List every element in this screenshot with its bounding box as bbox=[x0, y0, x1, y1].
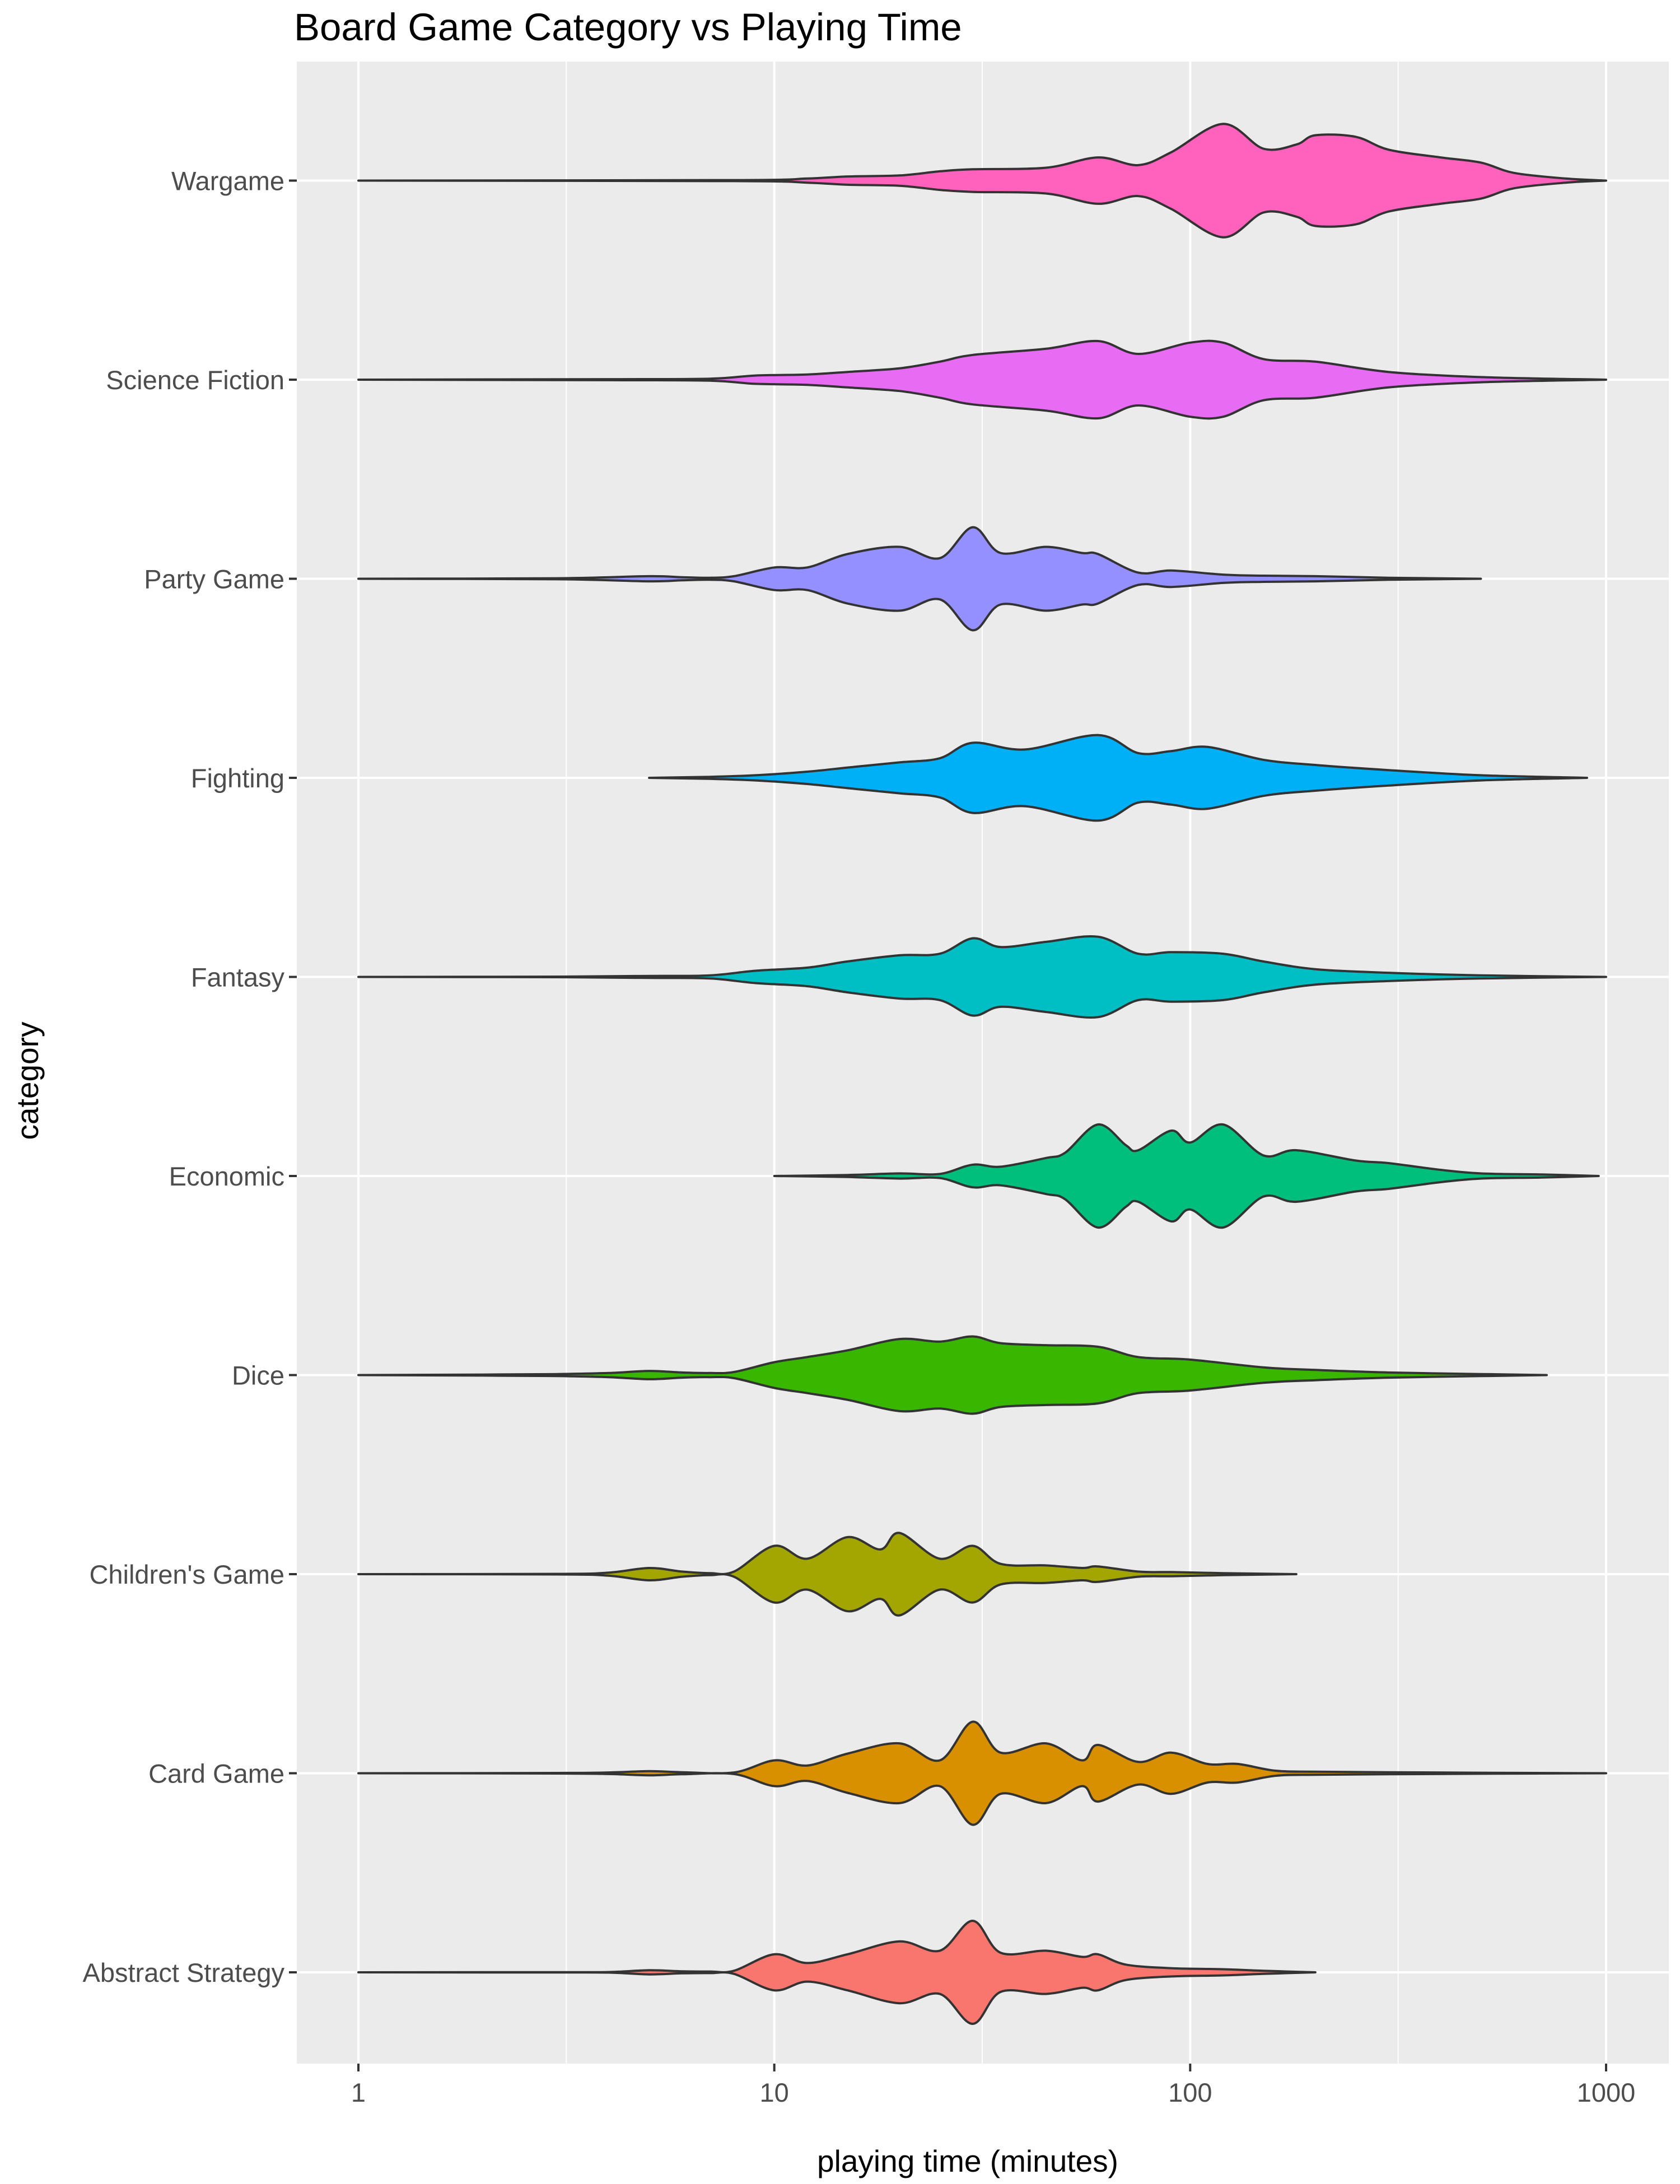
y-axis-title: category bbox=[10, 1021, 45, 1140]
violin-layer bbox=[357, 123, 1607, 2026]
violin-abstract-strategy bbox=[357, 1919, 1317, 2026]
violin-wargame bbox=[357, 123, 1607, 239]
y-tick-label: Abstract Strategy bbox=[83, 1958, 285, 1987]
violin-fantasy bbox=[357, 935, 1607, 1019]
violin-dice bbox=[357, 1335, 1548, 1415]
y-tick-label: Party Game bbox=[144, 564, 284, 594]
y-tick-label: Economic bbox=[169, 1161, 284, 1191]
y-axis: Abstract Strategy Card Game Children's Gam… bbox=[83, 166, 297, 1987]
x-tick-label: 10 bbox=[760, 2078, 789, 2107]
y-tick-label: Children's Game bbox=[89, 1560, 284, 1589]
x-tick-label: 100 bbox=[1168, 2078, 1212, 2107]
y-tick-label: Science Fiction bbox=[106, 365, 284, 395]
x-tick-label: 1 bbox=[351, 2078, 366, 2107]
x-axis: 1 10 100 1000 bbox=[351, 2064, 1635, 2107]
violin-science-fiction bbox=[357, 339, 1607, 420]
x-axis-title: playing time (minutes) bbox=[817, 2144, 1118, 2178]
y-tick-label: Fantasy bbox=[191, 963, 285, 992]
y-tick-label: Fighting bbox=[191, 763, 284, 793]
violin-fighting bbox=[648, 734, 1588, 822]
violin-economic bbox=[773, 1123, 1600, 1229]
y-tick-label: Card Game bbox=[148, 1759, 284, 1789]
x-tick-label: 1000 bbox=[1577, 2078, 1636, 2107]
y-tick-label: Wargame bbox=[171, 166, 284, 196]
y-tick-label: Dice bbox=[232, 1361, 284, 1390]
chart-title: Board Game Category vs Playing Time bbox=[294, 6, 962, 49]
violin-card-game bbox=[357, 1720, 1607, 1826]
violin-party-game bbox=[357, 526, 1482, 632]
violin-children-s-game bbox=[357, 1532, 1298, 1617]
